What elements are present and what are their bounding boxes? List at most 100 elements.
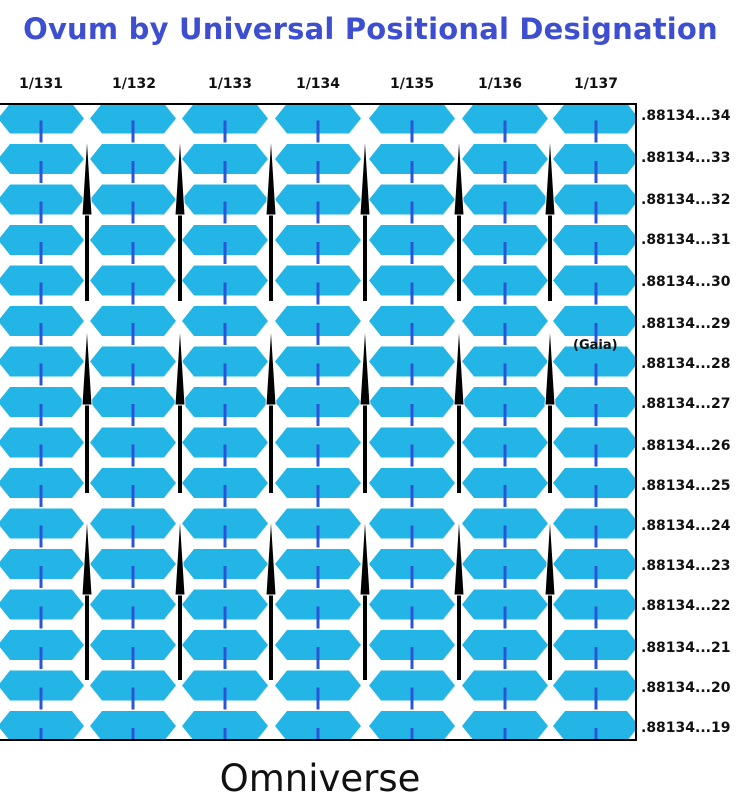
ovum-cell [275,225,361,255]
row-label: .88134...23 [641,558,731,574]
cell-stem [594,120,598,143]
row-label: .88134...29 [641,316,731,332]
cell-stem [316,566,320,588]
ovum-cell [182,468,268,498]
cell-stem [39,444,43,467]
ovum-cell [0,105,84,134]
row-label: .88134...19 [641,720,731,736]
cell-stem [410,282,414,305]
ovum-cell [369,225,455,255]
ovum-cell [369,549,455,579]
cell-stem [316,647,320,669]
cell-stem [39,161,43,183]
cell-stem [410,242,414,264]
ovum-cell [275,144,361,174]
ovum-cell [0,427,84,458]
ovum-cell [90,630,176,660]
ovum-cell [275,711,361,739]
cell-stem [39,525,43,548]
ovum-cell [0,184,84,215]
ovum-cell [0,711,84,739]
ovum-cell [369,670,455,701]
ovum-cell [369,346,455,377]
ovum-cell [369,711,455,739]
cell-stem [131,404,135,426]
cell-stem [410,647,414,669]
cell-stem [316,201,320,224]
arrow-head [265,324,277,406]
column-label: 1/132 [111,76,157,92]
ovum-cell [462,184,548,215]
ovum-cell [90,427,176,458]
ovum-cell [553,670,635,701]
cell-stem [39,647,43,669]
ovum-cell [90,670,176,701]
ovum-cell [369,630,455,660]
arrow-shaft [548,585,552,680]
arrow-shaft [178,205,182,301]
ovum-cell [90,225,176,255]
cell-stem [39,323,43,345]
row-label: .88134...30 [641,274,731,290]
ovum-cell [462,225,548,255]
cell-stem [39,728,43,739]
cell-stem [223,566,227,588]
ovum-cell [275,508,361,539]
arrow-head [174,324,186,406]
arrow-head [265,514,277,596]
cell-stem [131,728,135,739]
ovum-cell [462,144,548,174]
ovum-cell [462,670,548,701]
row-label: .88134...33 [641,150,731,166]
ovum-cell [369,265,455,296]
ovum-cell [182,387,268,417]
cell-stem [410,728,414,739]
arrow-head [81,134,93,216]
ovum-cell [275,346,361,377]
cell-stem [223,404,227,426]
cell-stem [223,201,227,224]
ovum-cell [553,387,635,417]
ovum-cell [369,468,455,498]
ovum-cell [182,105,268,134]
cell-stem [39,606,43,629]
ovum-grid-drawing [0,105,635,739]
ovum-cell [90,589,176,620]
column-label: 1/131 [18,76,64,92]
cell-stem [316,444,320,467]
cell-stem [594,647,598,669]
ovum-cell [90,105,176,134]
cell-stem [223,687,227,710]
ovum-cell [369,387,455,417]
cell-stem [410,363,414,386]
ovum-cell [90,711,176,739]
cell-stem [316,363,320,386]
ovum-cell [275,468,361,498]
ovum-grid: (Gaia) [0,103,637,741]
ovum-cell [553,184,635,215]
ovum-cell [90,508,176,539]
cell-stem [410,201,414,224]
cell-stem [316,687,320,710]
cell-stem [316,323,320,345]
ovum-cell [182,346,268,377]
ovum-cell [462,346,548,377]
cell-stem [594,525,598,548]
ovum-cell [462,468,548,498]
cell-stem [410,120,414,143]
cell-stem [410,404,414,426]
cell-stem [131,363,135,386]
ovum-cell [182,184,268,215]
cell-stem [316,606,320,629]
arrow-shaft [363,205,367,301]
ovum-cell [369,184,455,215]
cell-stem [131,606,135,629]
ovum-cell [553,346,635,377]
arrow-head [81,514,93,596]
ovum-cell [275,306,361,336]
cell-stem [223,647,227,669]
cell-stem [594,323,598,345]
arrow-shaft [269,205,273,301]
cell-stem [503,404,507,426]
ovum-cell [369,589,455,620]
